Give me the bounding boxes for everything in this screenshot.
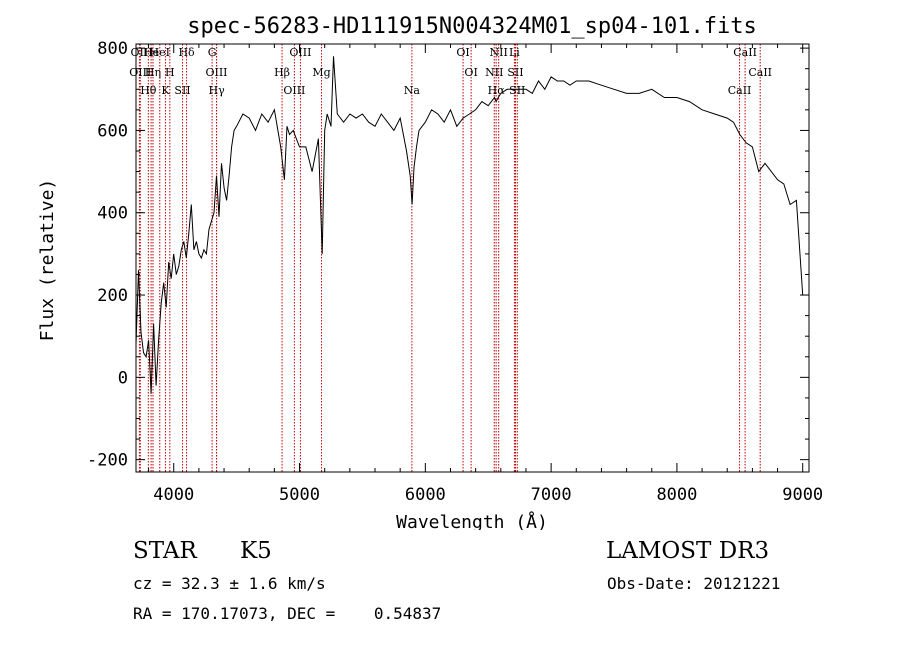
line-marker-label: SII: [507, 66, 523, 79]
y-tick-label: -200: [87, 451, 128, 471]
line-marker-label: OII: [131, 46, 149, 59]
line-marker-label: H: [165, 66, 175, 79]
line-labels: OII OIII Hθ He HηK HeI H SII Hδ OIII Hγ G Hβ OIII OIII…: [129, 46, 772, 97]
line-marker-label: SII: [509, 84, 525, 97]
x-tick-label: 5000: [279, 485, 320, 505]
line-marker-label: Hβ: [274, 66, 290, 79]
spectrum-line: [135, 56, 804, 394]
plot-frame: [135, 43, 810, 473]
line-marker-label: CaII: [748, 66, 772, 79]
line-marker-label: NII: [485, 66, 503, 79]
line-marker-label: OIII: [283, 84, 305, 97]
ra-dec-coordinates: RA = 170.17073, DEC = 0.54837: [133, 604, 442, 623]
line-marker-label: Mg: [312, 66, 330, 79]
line-marker-label: SII: [174, 84, 190, 97]
line-marker-label: Hγ: [209, 84, 226, 97]
spectrum-chart: spec-56283-HD111915N004324M01_sp04-101.f…: [37, 14, 823, 530]
y-tick-label: 800: [97, 39, 128, 59]
line-marker-label: Hη: [145, 66, 161, 79]
line-marker-label: OIII: [289, 46, 311, 59]
line-marker-label: CaII: [733, 46, 757, 59]
y-tick-label: 600: [97, 121, 128, 141]
observation-date: Obs-Date: 20121221: [607, 574, 781, 593]
survey-name: LAMOST DR3: [606, 538, 770, 564]
object-subclass: K5: [240, 538, 272, 564]
line-marker-label: CaII: [728, 84, 752, 97]
chart-title: spec-56283-HD111915N004324M01_sp04-101.f…: [187, 14, 757, 39]
x-axis-label: Wavelength (Å): [396, 511, 548, 530]
y-tick-label: 200: [97, 286, 128, 306]
line-marker-label: Hθ: [140, 84, 157, 97]
line-marker-label: OI: [464, 66, 477, 79]
line-marker-label: Na: [404, 84, 421, 97]
x-tick-label: 8000: [656, 485, 697, 505]
line-marker-label: Hα: [488, 84, 506, 97]
line-marker-label: HeI: [150, 46, 170, 59]
line-marker-label: Hδ: [178, 46, 195, 59]
line-marker-label: G: [208, 46, 217, 59]
line-marker-label: OIII: [129, 66, 151, 79]
x-tick-label: 9000: [782, 485, 823, 505]
line-markers: [138, 44, 761, 472]
x-axis: 4000 5000 6000 7000 8000 9000: [148, 44, 823, 505]
y-axis-label: Flux (relative): [37, 179, 58, 342]
line-marker-label: He: [143, 46, 159, 59]
line-marker-label: OI: [456, 46, 469, 59]
y-tick-label: 400: [97, 204, 128, 224]
line-marker-label: Li: [509, 46, 520, 59]
x-tick-label: 4000: [153, 485, 194, 505]
object-class: STAR: [133, 538, 197, 564]
redshift-velocity: cz = 32.3 ± 1.6 km/s: [133, 574, 326, 593]
line-marker-label: OIII: [205, 66, 227, 79]
x-tick-label: 7000: [531, 485, 572, 505]
line-marker-label: NII: [490, 46, 508, 59]
line-marker-label: K: [161, 84, 170, 97]
y-tick-label: 0: [118, 368, 128, 388]
y-axis: -200 0 200 400 600 800: [87, 39, 809, 471]
x-tick-label: 6000: [405, 485, 446, 505]
spectrum-series: [135, 56, 804, 394]
